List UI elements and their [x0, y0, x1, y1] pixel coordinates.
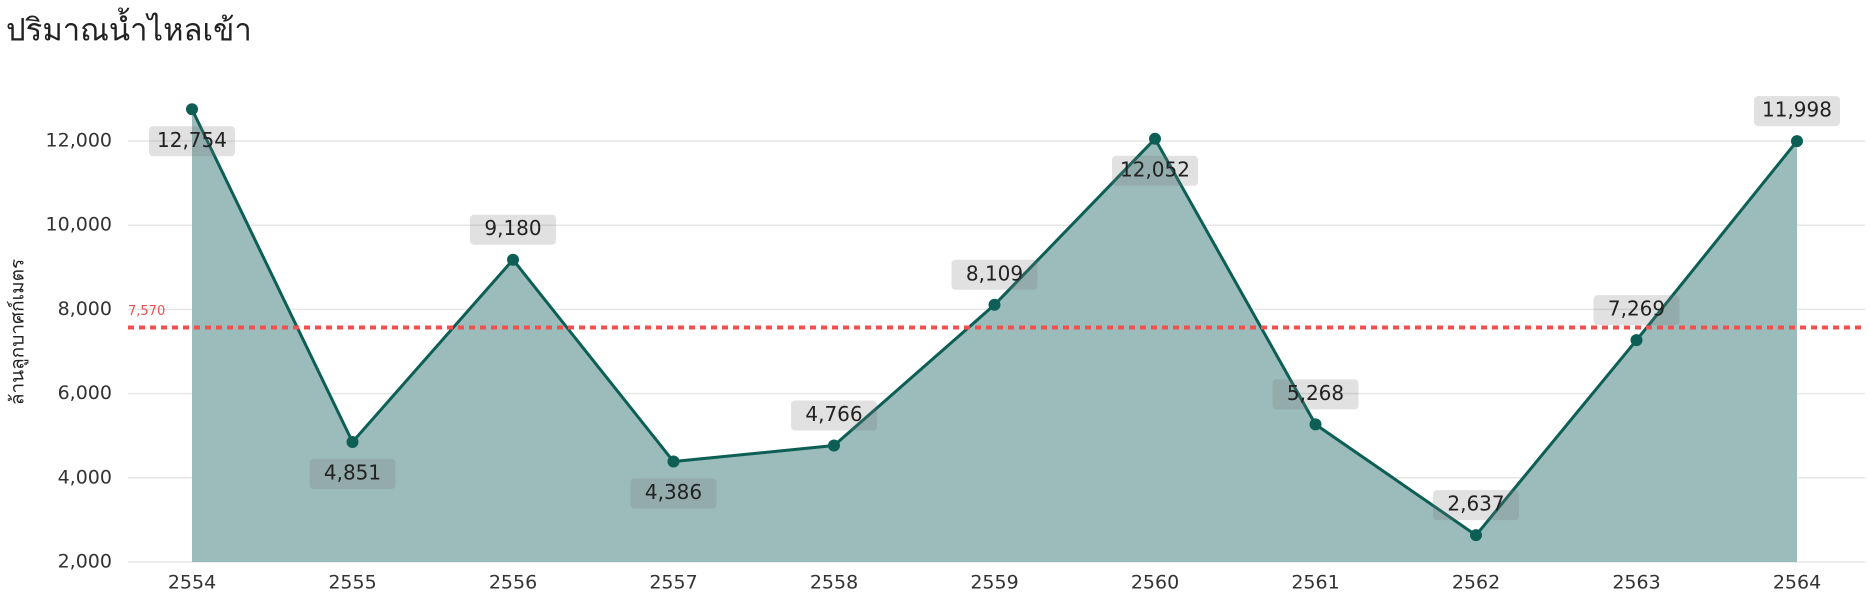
y-tick-label: 2,000 — [58, 551, 112, 573]
data-label: 5,268 — [1287, 381, 1344, 405]
point — [1309, 418, 1322, 431]
label-box — [1112, 155, 1198, 186]
area — [192, 109, 1797, 563]
data-label: 4,386 — [645, 480, 702, 504]
y-tick-label: 8,000 — [58, 298, 112, 320]
point — [186, 103, 198, 116]
label-box — [149, 126, 235, 157]
label-box — [951, 259, 1038, 290]
data-label: 2,637 — [1447, 492, 1504, 516]
data-label: 4,851 — [324, 460, 381, 484]
x-tick-label: 2560 — [1131, 572, 1179, 594]
label-box — [1754, 96, 1840, 127]
data-label: 9,180 — [484, 216, 541, 240]
point — [667, 455, 680, 468]
x-tick-label: 2562 — [1452, 572, 1500, 594]
label-box — [1272, 379, 1359, 410]
x-tick-label: 2561 — [1291, 572, 1339, 594]
data-label: 12,754 — [157, 128, 227, 152]
label-box — [791, 400, 877, 431]
x-tick-label: 2563 — [1612, 572, 1660, 594]
data-label: 8,109 — [966, 261, 1023, 285]
y-tick-label: 12,000 — [46, 130, 112, 152]
point — [1470, 529, 1482, 542]
point — [1791, 135, 1803, 148]
x-tick-label: 2557 — [649, 572, 697, 594]
data-label: 4,766 — [805, 402, 862, 426]
x-tick-label: 2556 — [489, 572, 537, 594]
label-box — [630, 478, 717, 509]
point — [828, 439, 840, 452]
point — [988, 298, 1001, 311]
data-label: 11,998 — [1762, 98, 1832, 122]
point — [346, 435, 359, 448]
point — [1630, 334, 1643, 347]
label-box — [1433, 490, 1519, 521]
point — [507, 253, 519, 266]
y-tick-label: 6,000 — [58, 382, 112, 404]
chart-title: ปริมาณน้ำไหลเข้า — [6, 8, 252, 49]
x-tick-label: 2555 — [328, 572, 376, 594]
y-axis-label: ล้านลูกบาศก์เมตร — [7, 259, 29, 405]
y-tick-label: 4,000 — [58, 466, 112, 488]
label-box — [1593, 295, 1680, 326]
y-tick-label: 10,000 — [46, 214, 112, 236]
data-label: 12,052 — [1120, 157, 1190, 181]
reference-label: 7,570 — [128, 304, 165, 319]
x-tick-label: 2558 — [810, 572, 858, 594]
point — [1149, 132, 1161, 145]
x-tick-label: 2564 — [1773, 572, 1821, 594]
x-tick-label: 2559 — [970, 572, 1018, 594]
label-box — [470, 214, 556, 245]
x-tick-label: 2554 — [168, 572, 216, 594]
data-label: 7,269 — [1608, 297, 1665, 321]
label-box — [309, 458, 396, 489]
